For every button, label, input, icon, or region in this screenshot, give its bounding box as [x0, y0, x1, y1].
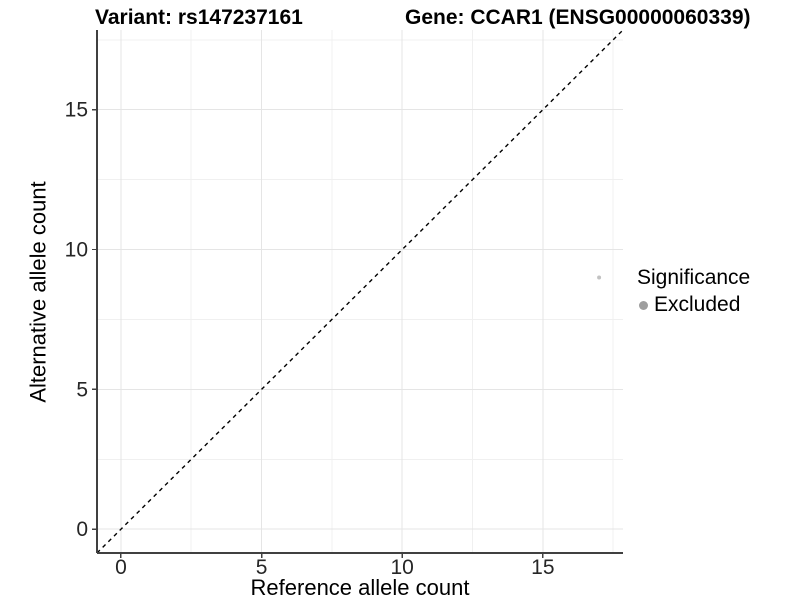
legend-entry-label: Excluded — [654, 293, 741, 316]
y-axis-title: Alternative allele count — [26, 180, 52, 403]
identity-line — [96, 29, 624, 554]
x-tick-label: 10 — [391, 556, 414, 579]
x-tick-label: 15 — [531, 556, 554, 579]
legend-title: Significance — [637, 266, 751, 289]
y-axis-title-container: Alternative allele count — [26, 30, 52, 553]
legend-point-icon — [639, 300, 648, 310]
plot-title-variant: Variant: rs147237161 — [95, 6, 303, 29]
legend-entry-excluded: Excluded — [637, 293, 750, 317]
y-tick-label: 0 — [76, 518, 88, 541]
x-tick-label: 5 — [256, 556, 268, 579]
x-axis-title: Reference allele count — [250, 575, 470, 600]
x-tick-label: 0 — [115, 556, 127, 579]
y-tick-label: 15 — [65, 99, 88, 122]
legend: Significance Excluded — [637, 266, 750, 317]
y-tick-label: 5 — [76, 378, 88, 401]
plot-title-gene: Gene: CCAR1 (ENSG00000060339) — [405, 6, 751, 29]
y-tick-label: 10 — [65, 239, 88, 262]
data-point — [597, 275, 602, 280]
